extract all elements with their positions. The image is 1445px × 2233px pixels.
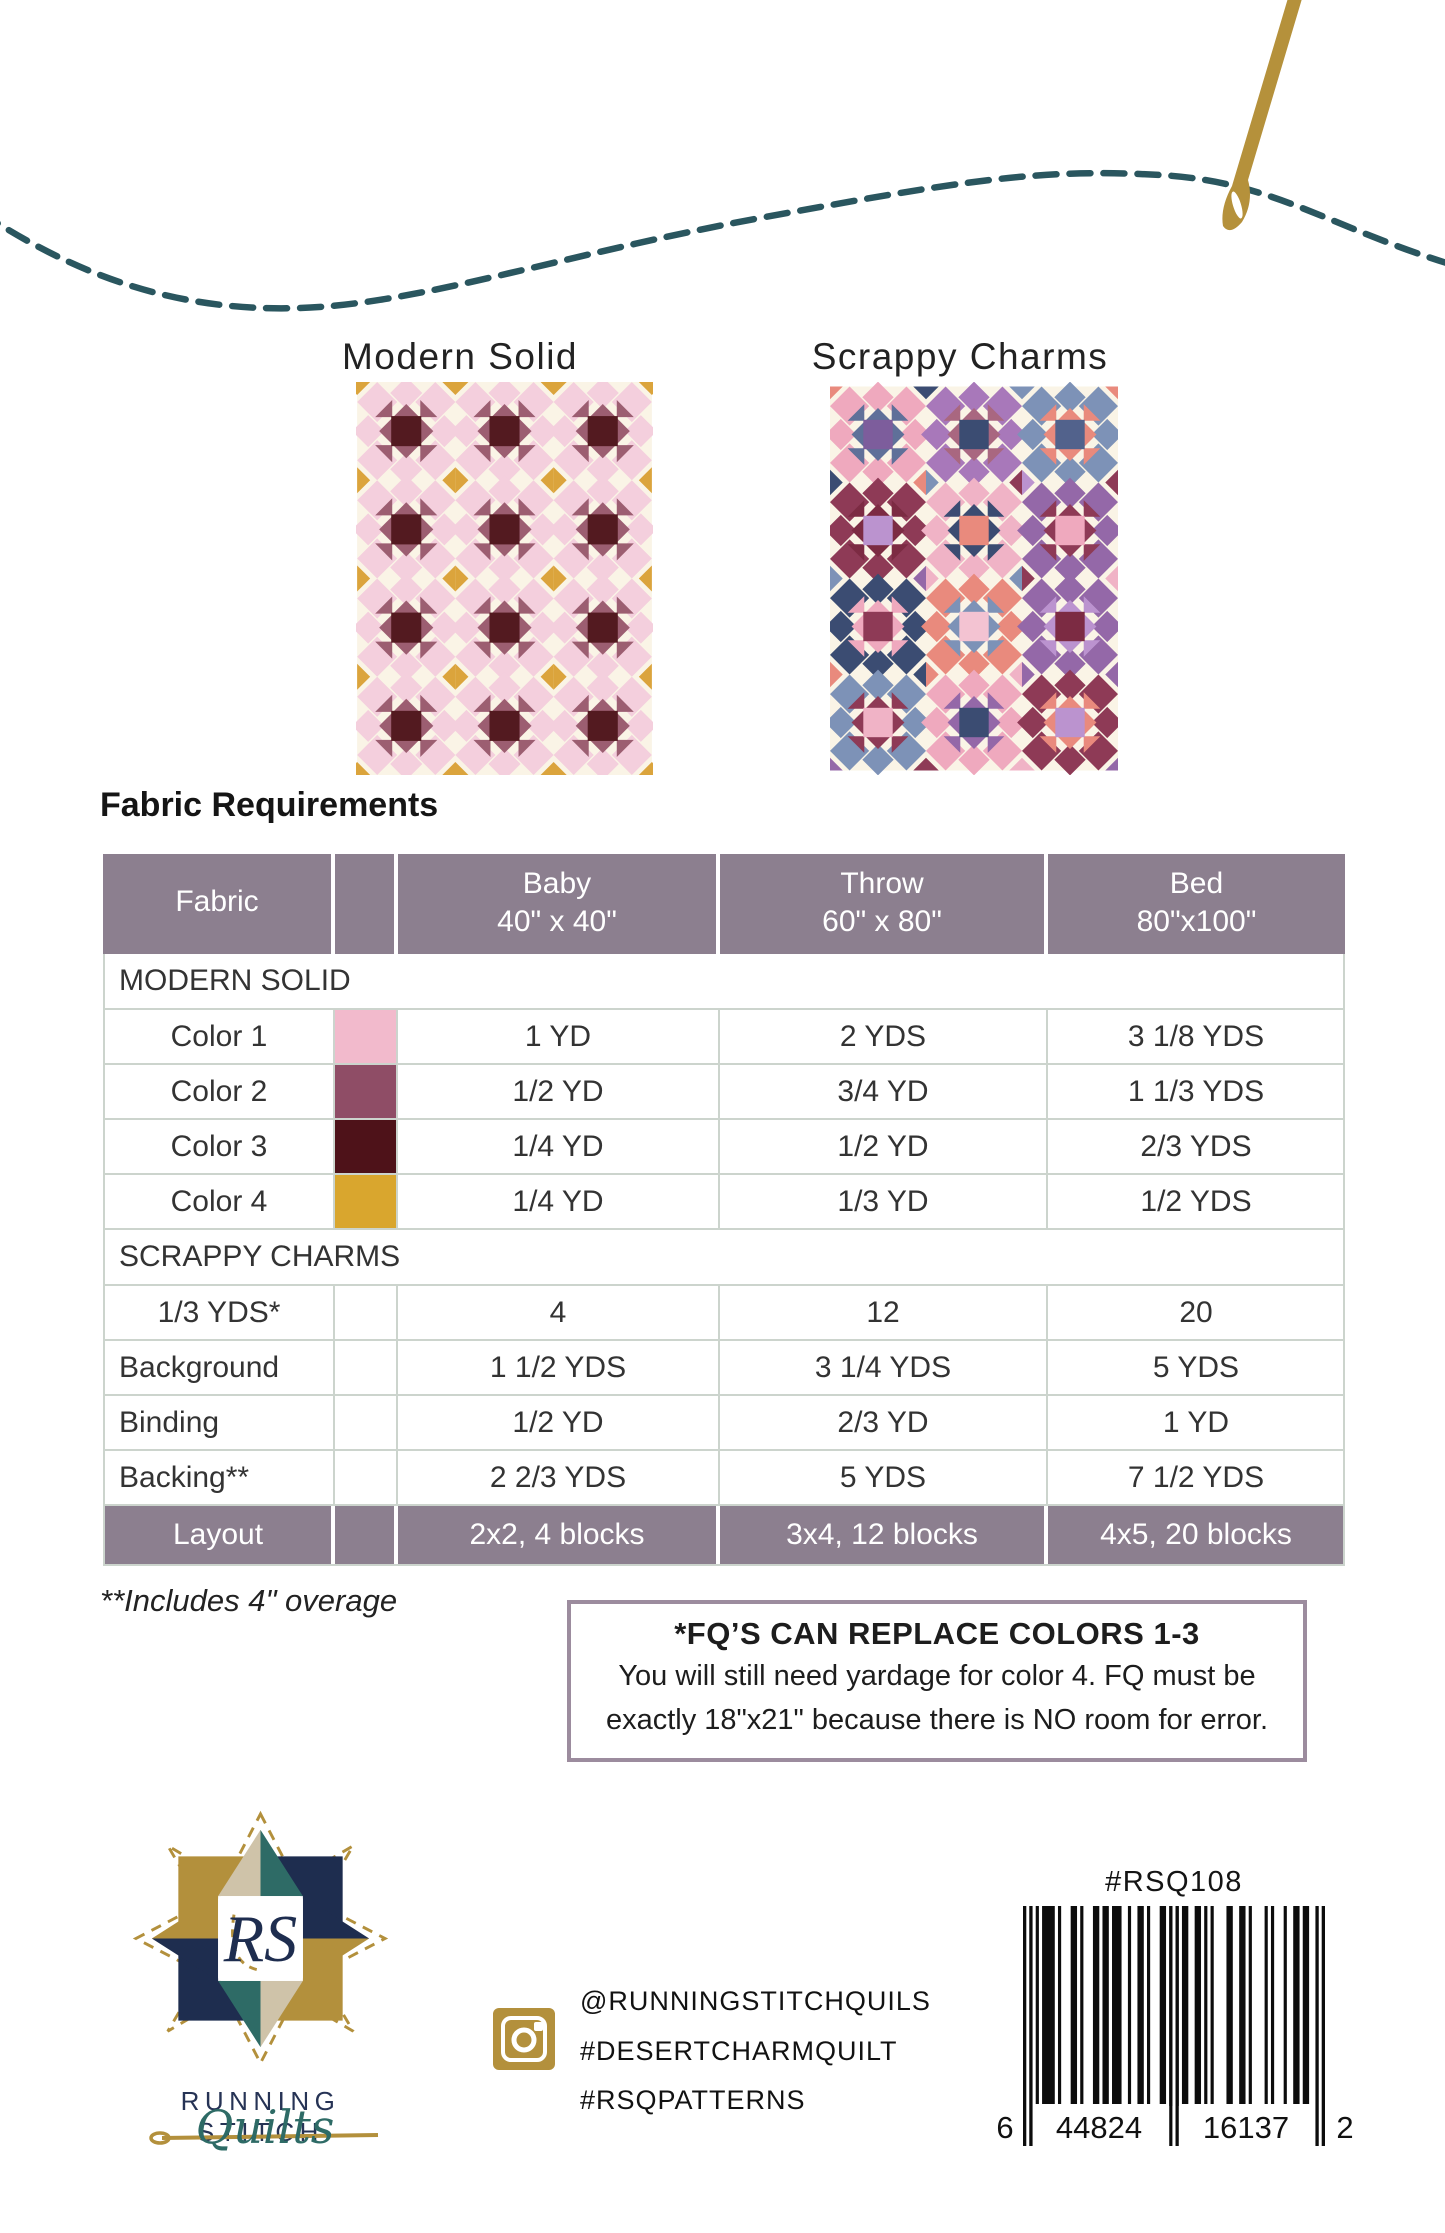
scrappy-charms-label: Scrappy Charms [811, 336, 1109, 377]
modern-solid-label: Modern Solid [341, 336, 578, 377]
pattern-sku: #RSQ108 [1105, 1866, 1243, 1898]
table-header-cell: Fabric [103, 854, 335, 954]
row-value: 1/2 YDS [1140, 1184, 1252, 1218]
fq-note-title: *FQ’S CAN REPLACE COLORS 1-3 [674, 1616, 1200, 1651]
social-hashtag-patterns: #RSQPATTERNS [580, 2085, 806, 2115]
fq-note-body: You will still need yardage for color 4.… [605, 1660, 1269, 1736]
row-label: Background [105, 1341, 335, 1394]
row-value: 2 YDS [720, 1010, 1048, 1063]
dashed-thread-curve [0, 169, 1445, 312]
swatch-cell-empty [335, 1341, 398, 1394]
table-row: Color 3 1/4 YD 1/2 YD 2/3 YDS [105, 1120, 1343, 1175]
row-value: 5 YDS [1152, 1350, 1240, 1384]
row-value: 1/4 YD [398, 1120, 720, 1173]
svg-text:2: 2 [1336, 2110, 1353, 2145]
color-swatch [335, 1175, 398, 1228]
color-swatch [335, 1065, 398, 1118]
row-value: 2x2, 4 blocks [398, 1506, 720, 1564]
table-row: Binding 1/2 YD 2/3 YD 1 YD [105, 1396, 1343, 1451]
table-header-swatch-cell [335, 854, 398, 954]
row-value: 2/3 YD [720, 1396, 1048, 1449]
row-value: 7 1/2 YDS [1127, 1460, 1265, 1494]
swatch-cell-empty [335, 1451, 398, 1504]
table-header-cell: Throw 60" x 80" [720, 854, 1048, 954]
row-label: 1/3 YDS* [105, 1286, 335, 1339]
brand-script-quilts: Quilts [195, 2100, 335, 2154]
fabric-requirements-table: Fabric Baby 40" x 40" Throw 60" x 80" Bed 80"x… [103, 854, 1345, 1566]
row-value: 12 [720, 1286, 1048, 1339]
social-handle-1: @RUNNINGSTITCHQUILS [580, 1986, 931, 2016]
rs-monogram: RS [223, 1903, 298, 1976]
swatch-cell-empty [335, 1396, 398, 1449]
row-value: 1 1/2 YDS [398, 1341, 720, 1394]
upc-barcode: 6 44824 16137 2 [996, 1906, 1354, 2152]
table-section-row: SCRAPPY CHARMS [105, 1230, 1343, 1286]
row-value: 4 [398, 1286, 720, 1339]
row-value: 3x4, 12 blocks [720, 1506, 1048, 1564]
table-header-row: Fabric Baby 40" x 40" Throw 60" x 80" Bed 80"x… [103, 854, 1345, 954]
table-row: Backing** 2 2/3 YDS 5 YDS 7 1/2 YDS [105, 1451, 1343, 1506]
row-value: 5 YDS [720, 1451, 1048, 1504]
brand-name: RUNNING STITCH [180, 2086, 341, 2147]
row-value: 1 1/3 YDS [1127, 1074, 1265, 1108]
table-row: Color 1 1 YD 2 YDS 3 1/8 YDS [105, 1010, 1343, 1065]
row-label: Color 2 [105, 1065, 335, 1118]
backing-footnote: **Includes 4" overage [100, 1583, 398, 1618]
row-value: 4x5, 20 blocks [1100, 1518, 1292, 1551]
color-swatch [335, 1010, 398, 1063]
table-header-cell: Bed 80"x100" [1048, 854, 1345, 954]
fq-note-box: *FQ’S CAN REPLACE COLORS 1-3 You will st… [567, 1600, 1307, 1762]
row-value: 1/2 YD [720, 1120, 1048, 1173]
thread-and-needle-decoration [0, 0, 1445, 312]
row-label: Color 1 [105, 1010, 335, 1063]
row-value: 1/2 YD [398, 1396, 720, 1449]
modern-solid-quilt-image [356, 382, 653, 775]
row-label: Layout [105, 1506, 335, 1564]
svg-text:16137: 16137 [1203, 2110, 1289, 2145]
row-label: Color 4 [105, 1175, 335, 1228]
fabric-requirements-title: Fabric Requirements [100, 786, 439, 824]
instagram-icon [493, 2008, 555, 2070]
row-value: 3 1/8 YDS [1127, 1019, 1265, 1053]
table-row: Background 1 1/2 YDS 3 1/4 YDS 5 YDS [105, 1341, 1343, 1396]
table-row: Layout 2x2, 4 blocks 3x4, 12 blocks 4x5, 20… [105, 1506, 1343, 1564]
social-hashtag-quilt: #DESERTCHARMQUILT [580, 2036, 898, 2066]
table-row: Color 2 1/2 YD 3/4 YD 1 1/3 YDS [105, 1065, 1343, 1120]
svg-text:44824: 44824 [1056, 2110, 1142, 2145]
row-label: Color 3 [105, 1120, 335, 1173]
logo-needle-icon [149, 2131, 379, 2145]
row-value: 20 [1179, 1295, 1213, 1329]
row-value: 2/3 YDS [1140, 1129, 1252, 1163]
row-value: 1/2 YD [398, 1065, 720, 1118]
needle-icon [1222, 0, 1302, 231]
table-row: 1/3 YDS* 4 12 20 [105, 1286, 1343, 1341]
svg-text:6: 6 [996, 2110, 1013, 2145]
row-value: 1 YD [398, 1010, 720, 1063]
table-section-row: MODERN SOLID [105, 954, 1343, 1010]
scrappy-charms-quilt-image [830, 382, 1118, 775]
swatch-cell-empty [335, 1506, 398, 1564]
row-label: Binding [105, 1396, 335, 1449]
row-value: 1/4 YD [398, 1175, 720, 1228]
table-row: Color 4 1/4 YD 1/3 YD 1/2 YDS [105, 1175, 1343, 1230]
running-stitch-logo-star: RS [132, 1810, 389, 2067]
table-header-cell: Baby 40" x 40" [398, 854, 720, 954]
row-value: 1 YD [1162, 1405, 1230, 1439]
swatch-cell-empty [335, 1286, 398, 1339]
row-value: 2 2/3 YDS [398, 1451, 720, 1504]
row-value: 3/4 YD [720, 1065, 1048, 1118]
row-value: 3 1/4 YDS [720, 1341, 1048, 1394]
color-swatch [335, 1120, 398, 1173]
row-label: Backing** [105, 1451, 335, 1504]
row-value: 1/3 YD [720, 1175, 1048, 1228]
